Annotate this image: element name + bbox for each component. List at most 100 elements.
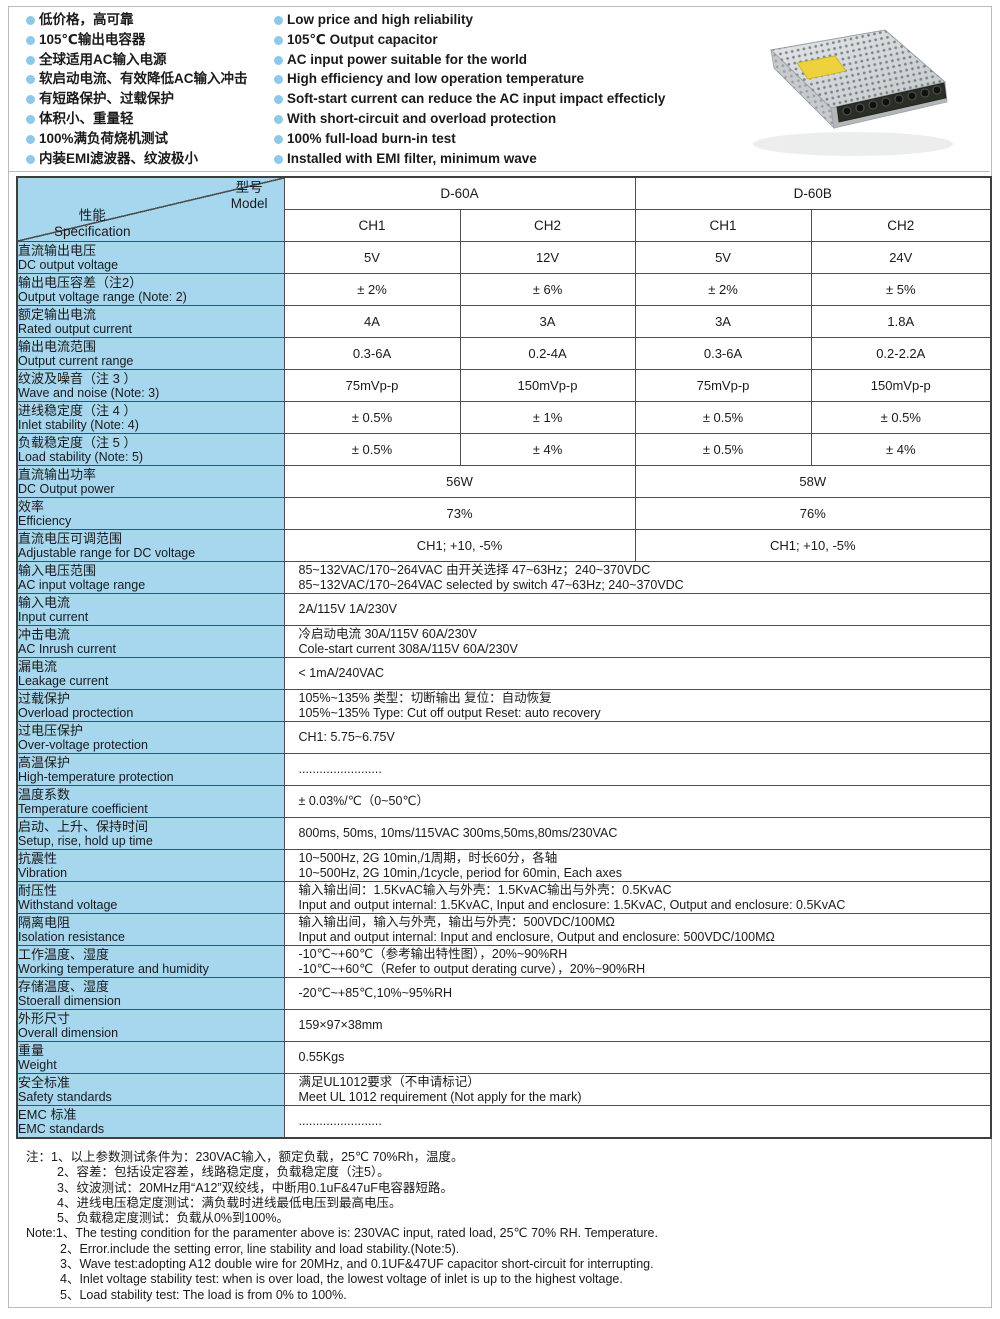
feature-text: 100% full-load burn-in test (287, 130, 456, 146)
feature-item: 软启动电流、有效降低AC输入冲击 (26, 69, 248, 89)
table-row: 过载保护 Overload proctection 105%~135% 类型：切断输… (16, 689, 992, 722)
row-label: 安全标准 Safety standards (16, 1073, 285, 1106)
channel-header-cell: CH2 (459, 209, 636, 242)
model-label-en: Model (230, 195, 268, 211)
value-line: -20℃~+85℃,10%~95%RH (298, 986, 453, 1001)
row-label-en: Rated output current (18, 322, 132, 336)
value-cell: ± 5% (810, 273, 992, 306)
row-label-en: Withstand voltage (18, 898, 118, 912)
row-label-cn: 耐压性 (18, 883, 58, 898)
feature-text: Low price and high reliability (287, 12, 474, 27)
row-label: 启动、上升、保持时间 Setup, rise, hold up time (16, 817, 285, 850)
row-label-en: Isolation resistance (18, 930, 126, 944)
row-label-cn: 高温保护 (18, 755, 71, 770)
table-row: EMC 标准 EMC standards.....................… (16, 1105, 992, 1139)
row-label-cn: 直流输出电压 (18, 243, 97, 258)
value-cell: 105%~135% 类型：切断输出 复位：自动恢复 105%~135% Type:… (283, 689, 992, 722)
value-cell: 150mVp-p (459, 369, 636, 402)
row-label-en: Output voltage range (Note: 2) (18, 290, 187, 304)
feature-text: Installed with EMI filter, minimum wave (287, 150, 537, 166)
row-label-en: Stoerall dimension (18, 994, 121, 1008)
table-row: 安全标准 Safety standards 满足UL1012要求（不申请标记） Mee… (16, 1073, 992, 1106)
value-cell: ± 0.5% (283, 401, 461, 434)
value-line: 输入输出间：1.5KvAC输入与外壳：1.5KvAC输出与外壳：0.5KvAC (298, 883, 672, 897)
row-label: 工作温度、湿度 Working temperature and humidity (16, 945, 285, 978)
row-label-en: Temperature coefficient (18, 802, 148, 816)
table-row: 直流输出功率 DC Output power 56W 58W (16, 465, 992, 498)
spec-label-cn: 性能 (78, 208, 106, 223)
value-cell: < 1mA/240VAC (283, 657, 992, 690)
value-line: ........................ (298, 762, 382, 777)
value-line: 0.55Kgs (298, 1050, 345, 1065)
table-row: 额定输出电流 Rated output current 4A 3A 3A 1.8A (16, 305, 992, 338)
feature-item: Installed with EMI filter, minimum wave (274, 149, 665, 169)
row-label: 存储温度、湿度 Stoerall dimension (16, 977, 285, 1010)
feature-item: 体积小、重量轻 (26, 109, 248, 129)
feature-item: 全球适用AC输入电源 (26, 50, 248, 70)
channel-header-cell: CH2 (810, 209, 992, 242)
value-cell: ........................ (283, 1105, 992, 1139)
value-cell: 0.2-4A (459, 337, 636, 370)
feature-item: 100%满负荷烧机测试 (26, 129, 248, 149)
bullet-dot-icon (274, 95, 283, 105)
row-label-cn: 安全标准 (18, 1075, 71, 1090)
row-label-en: Working temperature and humidity (18, 962, 209, 976)
row-label: 直流输出功率 DC Output power (16, 465, 285, 498)
feature-text: 100%满负荷烧机测试 (39, 130, 169, 146)
feature-text: High efficiency and low operation temper… (287, 71, 585, 87)
row-label-en: Over-voltage protection (18, 738, 148, 752)
feature-text: 软启动电流、有效降低AC输入冲击 (39, 71, 248, 87)
row-label-cn: 效率 (18, 499, 45, 514)
row-label-cn: 直流电压可调范围 (18, 531, 123, 546)
feature-item: 105℃ Output capacitor (274, 30, 665, 50)
feature-item: 105℃输出电容器 (26, 30, 248, 50)
table-row: 温度系数 Temperature coefficient ± 0.03%/℃（0~5… (16, 785, 992, 818)
row-label: 负载稳定度（注 5 ） Load stability (Note: 5) (16, 433, 285, 466)
feature-item: AC input power suitable for the world (274, 50, 665, 70)
note-line-cn: 注：1、以上参数测试条件为：230VAC输入，额定负载，25℃ 70%Rh，温度… (26, 1150, 464, 1164)
row-label: 输入电流 Input current (16, 593, 285, 626)
feature-text: 全球适用AC输入电源 (39, 51, 167, 67)
value-cell: 73% (283, 497, 636, 530)
row-label: 效率 Efficiency (16, 497, 285, 530)
feature-text: 105℃输出电容器 (39, 31, 146, 47)
row-label-cn: 启动、上升、保持时间 (18, 819, 149, 834)
bullet-dot-icon (274, 16, 283, 25)
value-cell: 0.3-6A (634, 337, 812, 370)
row-label-cn: 冲击电流 (18, 627, 71, 642)
value-line: 10~500Hz, 2G 10min,/1周期，时长60分，各轴 (298, 851, 558, 865)
value-cell: 58W (634, 465, 992, 498)
value-cell: 76% (634, 497, 992, 530)
value-line: -10℃~+60℃（Refer to output derating curve… (298, 961, 646, 976)
row-label-en: DC Output power (18, 482, 115, 496)
feature-item: 内装EMI滤波器、纹波极小 (26, 149, 248, 169)
value-cell: 159×97×38mm (283, 1009, 992, 1042)
row-label: 纹波及噪音（注 3 ） Wave and noise (Note: 3) (16, 369, 285, 402)
feature-text: AC input power suitable for the world (287, 51, 528, 67)
feature-text: 体积小、重量轻 (39, 110, 134, 126)
note-line-cn: 3、纹波测试：20MHz用“A12”双绞线，中断用0.1uF&47uF电容器短路… (57, 1180, 453, 1195)
feature-item: 有短路保护、过载保护 (26, 89, 248, 109)
channel-header-cell: CH1 (283, 209, 461, 242)
bullet-dot-icon (274, 154, 283, 164)
row-label: 进线稳定度（注 4 ） Inlet stability (Note: 4) (16, 401, 285, 434)
table-row: 存储温度、湿度 Stoerall dimension -20℃~+85℃,10%~9… (16, 977, 992, 1010)
value-line: Input and output internal: 1.5KvAC, Inpu… (298, 897, 846, 912)
model-header-cell: D-60A (283, 176, 636, 210)
value-cell: ± 2% (634, 273, 812, 306)
row-label-cn: 负载稳定度（注 5 ） (18, 435, 137, 450)
row-label-en: Inlet stability (Note: 4) (18, 418, 139, 432)
row-label-en: Weight (18, 1058, 57, 1072)
row-label-en: AC input voltage range (18, 578, 146, 592)
row-label-cn: 输出电流范围 (18, 339, 97, 354)
row-label: 过电压保护 Over-voltage protection (16, 721, 285, 754)
bullet-dot-icon (26, 114, 35, 124)
value-cell: 满足UL1012要求（不申请标记） Meet UL 1012 requiremen… (283, 1073, 992, 1106)
table-row: 重量 Weight 0.55Kgs (16, 1041, 992, 1074)
row-label-en: Output current range (18, 354, 134, 368)
diagonal-header-cell: 型号 Model 性能 Specification (16, 176, 285, 242)
table-row: 外形尺寸 Overall dimension 159×97×38mm (16, 1009, 992, 1042)
table-row: 进线稳定度（注 4 ） Inlet stability (Note: 4) ± 0.… (16, 401, 992, 434)
value-line: Meet UL 1012 requirement (Not apply for … (298, 1089, 582, 1104)
spec-table: 型号 Model 性能 Specification D-60A D-60B CH… (16, 176, 993, 1139)
